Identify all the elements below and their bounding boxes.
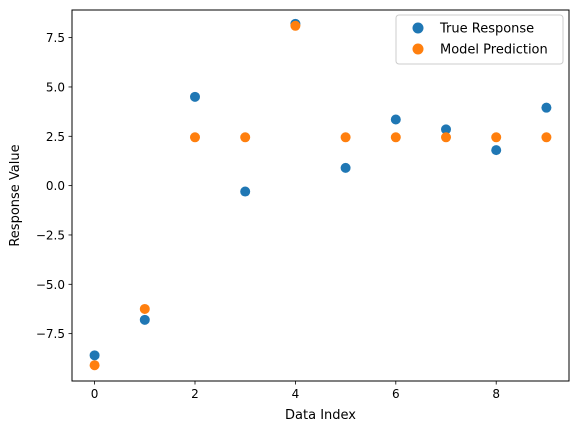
x-axis-label: Data Index — [285, 408, 356, 423]
point-model-prediction — [189, 132, 200, 143]
legend-label-true-response: True Response — [439, 22, 534, 37]
legend: True Response Model Prediction — [395, 14, 564, 65]
x-tick-label: 0 — [91, 387, 99, 401]
point-model-prediction — [390, 132, 401, 143]
point-true-response — [491, 145, 502, 156]
point-model-prediction — [541, 132, 552, 143]
point-true-response — [240, 186, 251, 197]
x-tick-label: 4 — [292, 387, 300, 401]
plot-area — [72, 10, 569, 381]
point-true-response — [139, 314, 150, 325]
y-tick-label: −5.0 — [36, 278, 65, 292]
point-true-response — [189, 91, 200, 102]
y-tick-label: 0.0 — [46, 179, 65, 193]
point-model-prediction — [491, 132, 502, 143]
legend-label-model-prediction: Model Prediction — [440, 43, 548, 58]
data-points — [89, 18, 552, 371]
point-true-response — [89, 350, 100, 361]
point-true-response — [390, 114, 401, 125]
point-true-response — [541, 102, 552, 113]
x-tick-label: 8 — [492, 387, 500, 401]
point-model-prediction — [89, 360, 100, 371]
x-tick-label: 6 — [392, 387, 400, 401]
y-tick-label: −7.5 — [36, 327, 65, 341]
legend-marker-model-prediction — [412, 43, 424, 55]
legend-marker-true-response — [412, 22, 424, 34]
point-true-response — [441, 124, 452, 135]
y-tick-label: −2.5 — [36, 228, 65, 242]
y-axis-label: Response Value — [8, 144, 23, 246]
point-model-prediction — [441, 132, 452, 143]
y-tick-label: 5.0 — [46, 80, 65, 94]
legend-box — [395, 14, 564, 65]
point-model-prediction — [240, 132, 251, 143]
y-tick-label: 7.5 — [46, 31, 65, 45]
x-axis-ticks: 0 2 4 6 8 — [91, 381, 500, 401]
point-true-response — [340, 162, 351, 173]
point-model-prediction — [340, 132, 351, 143]
plot-frame — [71, 9, 570, 382]
point-model-prediction — [290, 20, 301, 31]
point-model-prediction — [139, 303, 150, 314]
y-axis-ticks: −7.5 −5.0 −2.5 0.0 2.5 5.0 7.5 — [36, 31, 72, 341]
x-tick-label: 2 — [191, 387, 199, 401]
y-tick-label: 2.5 — [46, 130, 65, 144]
